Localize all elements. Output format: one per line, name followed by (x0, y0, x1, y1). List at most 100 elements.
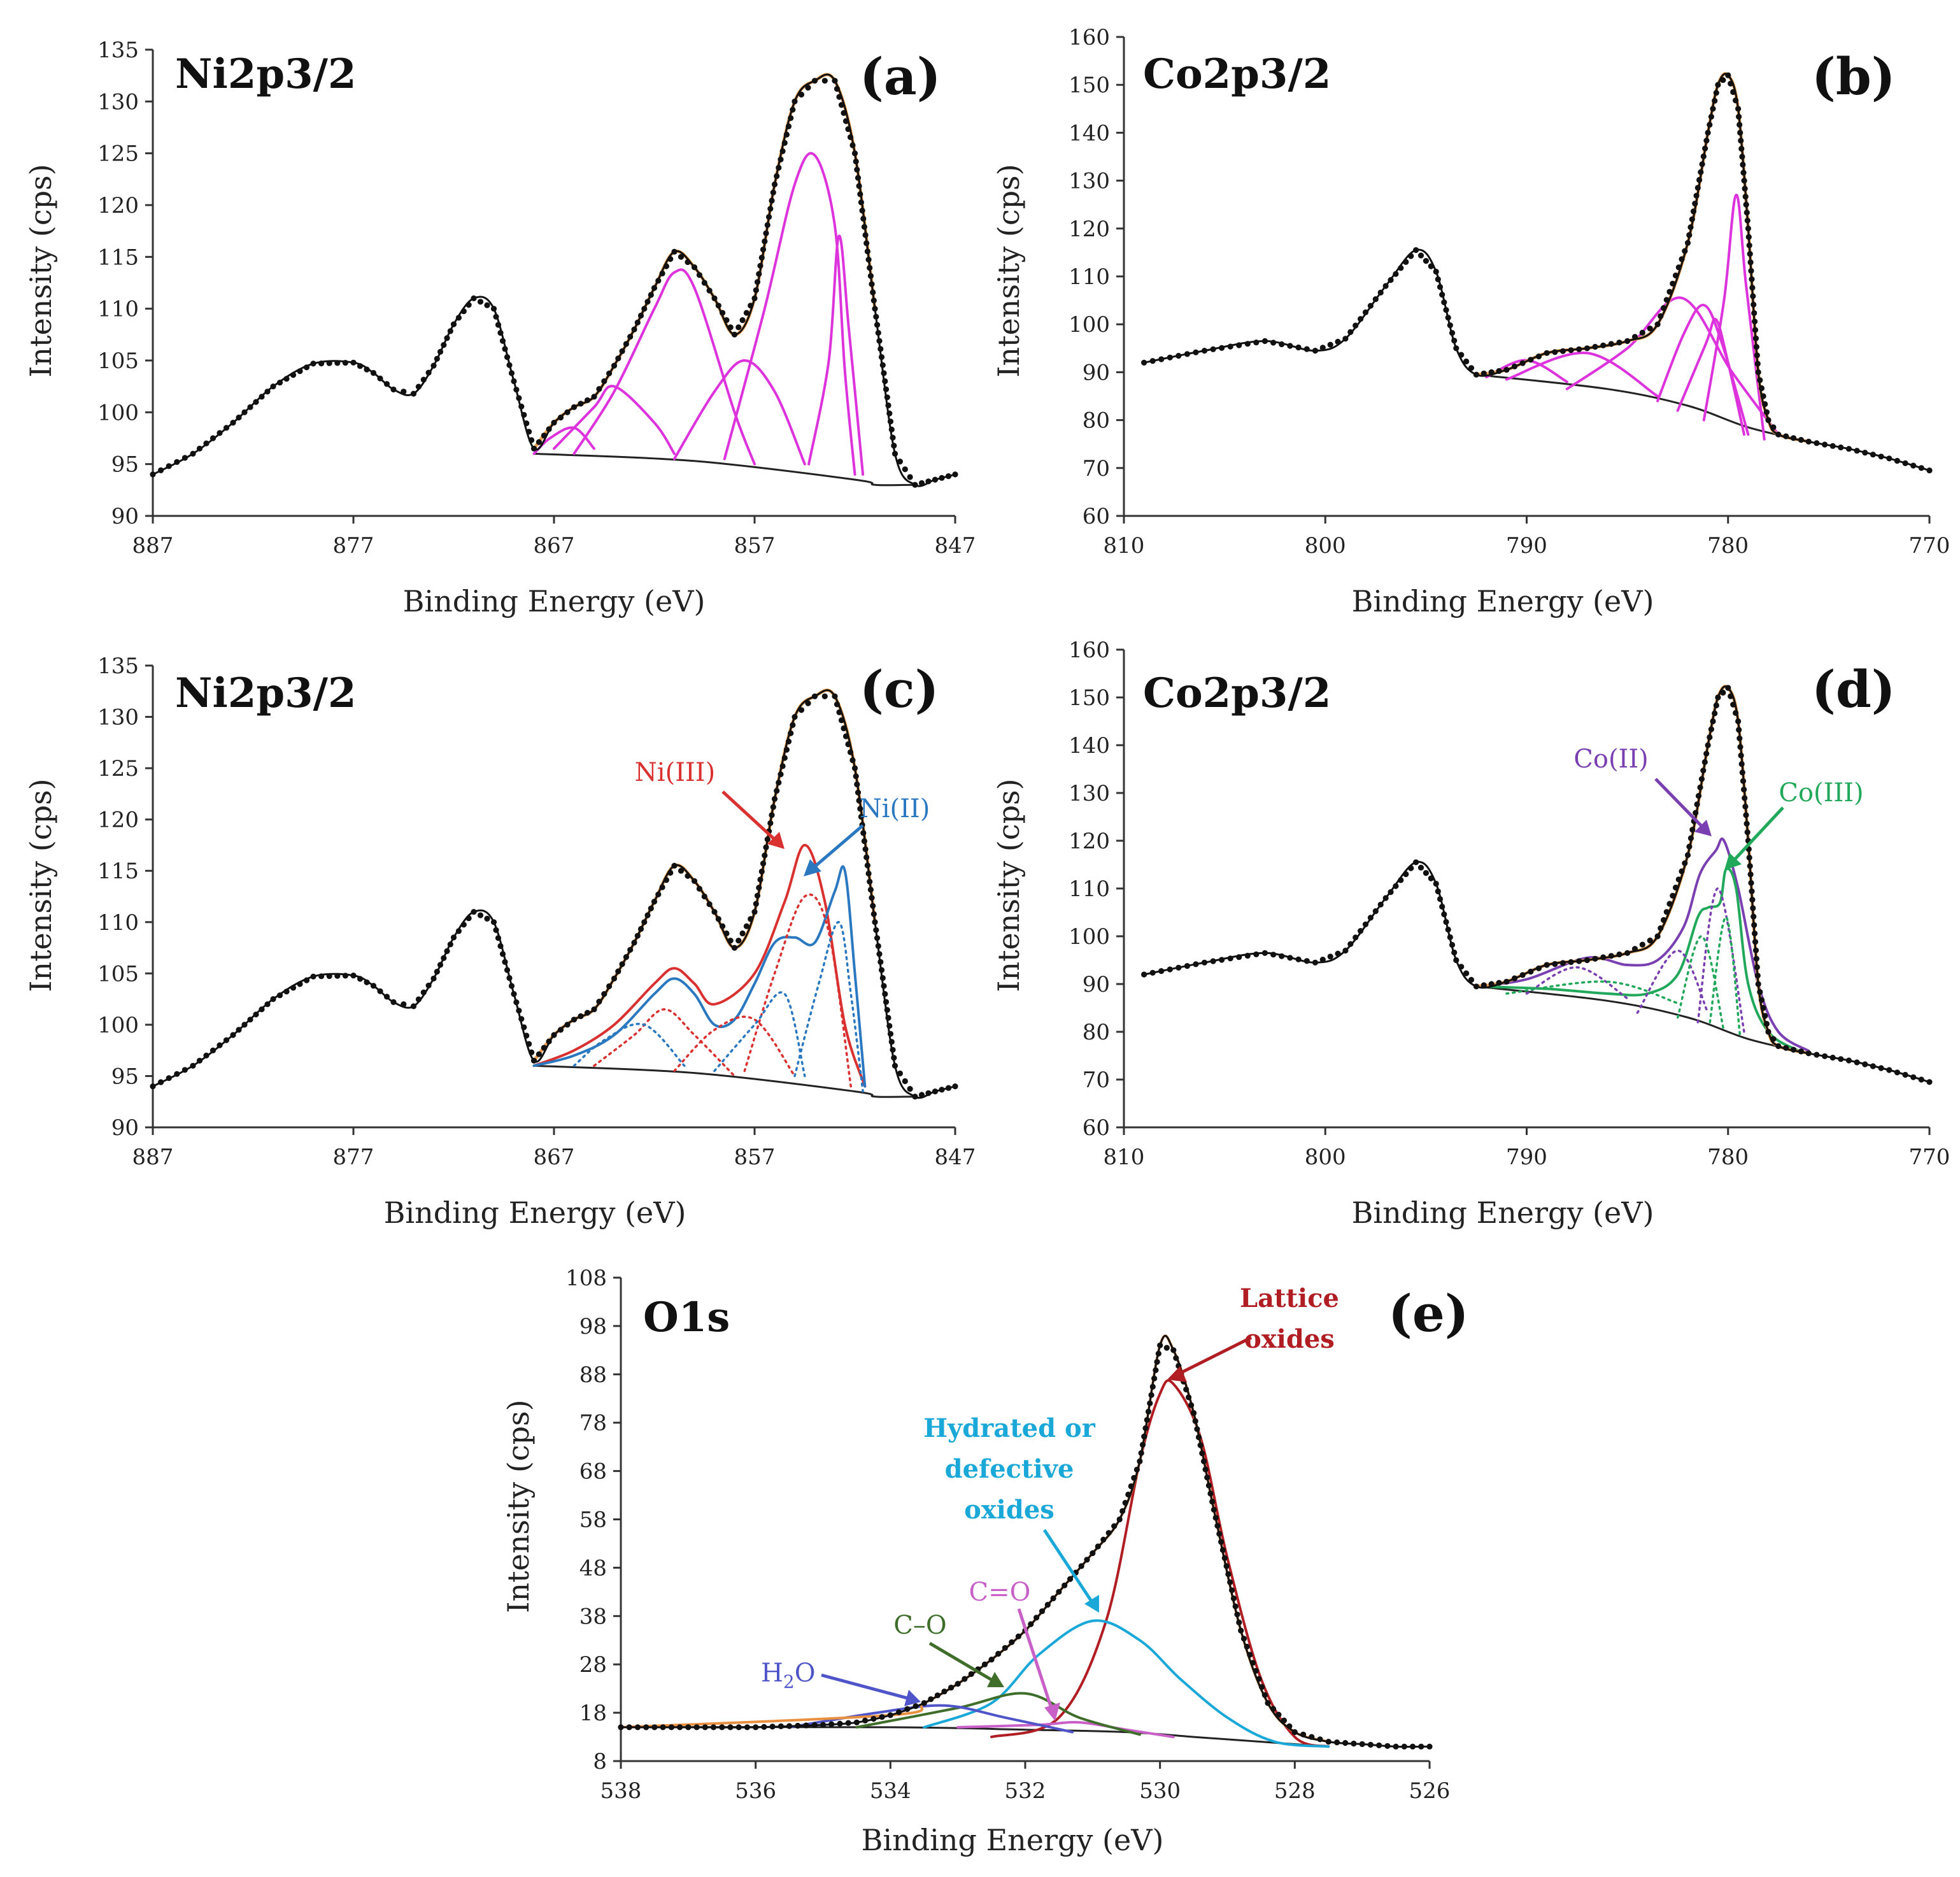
data-point (334, 973, 341, 979)
data-point (1125, 1491, 1132, 1498)
data-point (1188, 1402, 1195, 1408)
data-point (1458, 352, 1465, 358)
data-point (1468, 365, 1475, 371)
data-point (241, 409, 248, 415)
panel-d-ytick-label: 60 (1083, 1115, 1110, 1141)
data-point (1687, 835, 1694, 841)
data-point (1128, 1483, 1134, 1490)
data-point (1687, 224, 1694, 231)
data-point (855, 175, 862, 181)
data-point (1261, 1692, 1268, 1698)
data-point (1763, 1020, 1770, 1027)
data-point (420, 989, 427, 996)
data-point (383, 381, 390, 387)
data-point (1163, 1345, 1170, 1351)
data-point (1689, 827, 1696, 833)
data-point (1624, 950, 1631, 956)
data-point (166, 1075, 172, 1081)
data-point (259, 1006, 265, 1013)
data-point (861, 838, 867, 845)
data-point (1753, 344, 1759, 350)
data-point (377, 375, 383, 382)
data-point (390, 999, 397, 1005)
data-point (1735, 718, 1742, 725)
panel-c-ytick-label: 95 (111, 1064, 139, 1089)
data-point (1715, 82, 1721, 88)
data-point (1281, 1717, 1287, 1724)
data-point (660, 1724, 666, 1731)
data-point (1654, 933, 1661, 939)
data-point (536, 439, 543, 445)
data-point (1870, 1063, 1876, 1069)
data-point (1131, 1474, 1137, 1481)
data-point (276, 992, 283, 999)
data-point (1426, 1743, 1433, 1750)
panel-e-xtick-label: 526 (1409, 1778, 1451, 1804)
data-point (762, 238, 768, 245)
data-point (1854, 448, 1860, 454)
panel-b-series-peak6 (1702, 194, 1766, 441)
data-point (659, 884, 665, 890)
data-point (706, 287, 713, 294)
data-point (370, 983, 377, 989)
data-point (1743, 210, 1750, 216)
data-point (158, 1079, 164, 1085)
data-point (1207, 1490, 1214, 1497)
data-point (596, 386, 602, 392)
data-point (490, 919, 497, 925)
data-point (1347, 941, 1354, 947)
data-point (853, 773, 859, 780)
data-point (1744, 217, 1751, 224)
data-point (217, 1042, 223, 1048)
data-point (1790, 435, 1797, 441)
data-point (493, 313, 499, 320)
data-point (526, 429, 532, 435)
data-point (948, 1685, 955, 1691)
data-point (811, 78, 818, 84)
panel-a-ytick-label: 135 (97, 38, 139, 63)
data-point (1910, 462, 1917, 469)
panel-b-ytick-label: 110 (1069, 264, 1110, 290)
panel-d-series-co-iii-envelope (1475, 867, 1800, 1052)
panel-e-ytick-label: 58 (579, 1508, 607, 1533)
data-point (1353, 934, 1359, 941)
data-point (364, 979, 370, 985)
data-point (1453, 957, 1459, 964)
data-point (778, 156, 784, 162)
data-point (521, 411, 527, 418)
data-point (1698, 169, 1704, 175)
data-point (1244, 1643, 1250, 1650)
data-point (591, 394, 597, 400)
data-point (1770, 424, 1777, 431)
data-point (790, 106, 796, 113)
data-point (1184, 351, 1190, 357)
data-point (904, 1706, 911, 1712)
data-point (236, 1027, 242, 1033)
data-point (651, 899, 658, 905)
data-point (774, 173, 780, 180)
data-point (1447, 934, 1453, 941)
data-point (691, 264, 698, 271)
panel-e-experimental-points (618, 1342, 1433, 1750)
data-point (1234, 1611, 1240, 1618)
data-point (1710, 718, 1716, 725)
data-point (702, 1724, 708, 1731)
data-point (668, 1724, 674, 1731)
data-point (841, 110, 847, 116)
panel-b-xtick-label: 800 (1305, 533, 1346, 559)
data-point (858, 813, 864, 820)
data-point (832, 78, 838, 84)
panel-e-plot-area: 538 536 534 532 530 528 526 8 18 28 38 48 58 68 78 88 98… (565, 1266, 1450, 1804)
data-point (962, 1676, 968, 1682)
data-point (551, 420, 557, 426)
data-point (1631, 334, 1638, 340)
data-point (1736, 122, 1743, 128)
data-point (1750, 293, 1756, 299)
data-point (1725, 685, 1731, 691)
data-point (1325, 1739, 1332, 1745)
data-point (885, 1015, 891, 1021)
data-point (1568, 347, 1574, 353)
data-point (1067, 1576, 1074, 1582)
data-point (270, 996, 276, 1003)
panel-a-ytick-label: 100 (97, 400, 139, 425)
